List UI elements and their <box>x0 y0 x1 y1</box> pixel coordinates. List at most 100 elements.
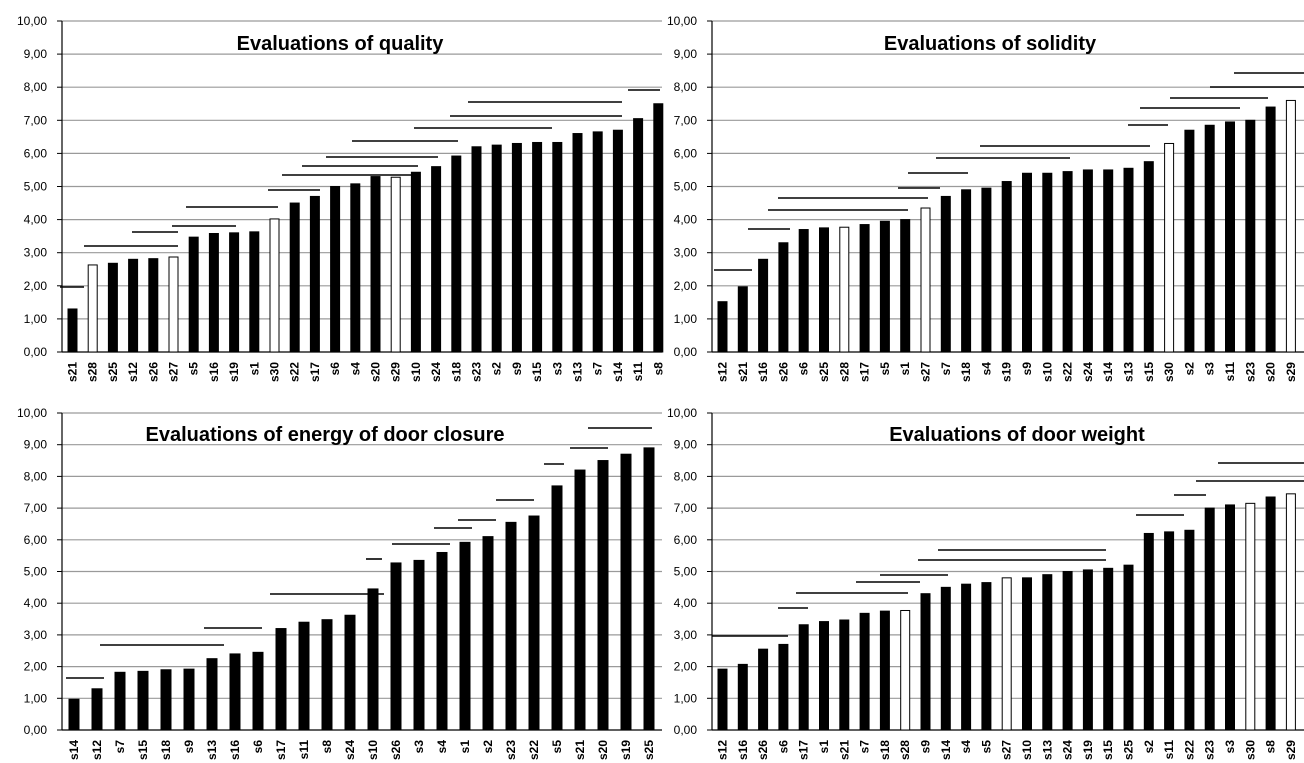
x-tick-label: s18 <box>959 362 973 382</box>
x-tick-label: s30 <box>268 362 282 382</box>
x-tick-label: s2 <box>481 740 495 754</box>
bar-s19 <box>1082 569 1093 731</box>
x-tick-label: s18 <box>159 740 173 760</box>
x-tick-label: s21 <box>573 740 587 760</box>
x-tick-label: s25 <box>1122 740 1136 760</box>
bar-s7 <box>940 195 951 353</box>
x-tick-label: s29 <box>1284 362 1298 382</box>
x-tick-label: s11 <box>1223 362 1237 382</box>
bar-s19 <box>1001 181 1012 353</box>
bar-s10 <box>1022 577 1032 731</box>
bar-s1 <box>459 541 471 731</box>
x-tick-label: s12 <box>716 740 730 760</box>
bar-s5 <box>188 236 199 353</box>
y-tick-label: 2,00 <box>674 660 698 674</box>
x-tick-label: s2 <box>490 362 504 376</box>
bar-s9 <box>920 593 931 731</box>
x-tick-label: s24 <box>1081 362 1095 382</box>
bar-s11 <box>1164 531 1175 731</box>
x-tick-label: s29 <box>1284 740 1298 760</box>
bar-s26 <box>758 648 769 731</box>
x-tick-label: s30 <box>1162 362 1176 382</box>
bar-s18 <box>451 155 462 353</box>
x-tick-label: s15 <box>1101 740 1115 760</box>
bar-s15 <box>532 141 543 353</box>
bar-s18 <box>879 610 890 731</box>
bar-s16 <box>737 663 748 731</box>
bar-s30 <box>269 218 280 353</box>
y-tick-label: 7,00 <box>674 113 698 127</box>
x-tick-label: s13 <box>571 362 585 382</box>
bar-s14 <box>1103 169 1114 353</box>
bar-s23 <box>1245 119 1256 353</box>
bar-s20 <box>1265 106 1276 353</box>
y-tick-label: 9,00 <box>674 47 698 61</box>
bar-s26 <box>778 242 789 353</box>
x-tick-label: s14 <box>67 740 81 760</box>
x-tick-label: s15 <box>136 740 150 760</box>
bar-s17 <box>798 624 809 731</box>
x-tick-label: s16 <box>756 362 770 382</box>
x-tick-label: s8 <box>651 362 665 376</box>
y-tick-label: 2,00 <box>674 279 698 293</box>
y-tick-label: 4,00 <box>24 213 48 227</box>
x-tick-label: s20 <box>596 740 610 760</box>
bar-s4 <box>350 183 361 353</box>
bar-s8 <box>321 619 333 731</box>
bar-s21 <box>839 619 850 731</box>
x-tick-label: s8 <box>1264 740 1278 754</box>
x-tick-label: s25 <box>817 362 831 382</box>
x-tick-label: s13 <box>1122 362 1136 382</box>
x-tick-label: s12 <box>716 362 730 382</box>
x-tick-label: s10 <box>1040 362 1054 382</box>
y-tick-label: 1,00 <box>674 691 698 705</box>
y-tick-label: 10,00 <box>17 14 47 28</box>
x-tick-label: s23 <box>1203 740 1217 760</box>
x-tick-label: s13 <box>205 740 219 760</box>
chart-title: Evaluations of energy of door closure <box>146 424 505 446</box>
bar-s3 <box>1225 504 1235 731</box>
x-tick-label: s22 <box>1182 740 1196 760</box>
chart-quality: 0,00 1,00 2,00 3,00 4,00 5,00 6,00 7,00 8,00 9,00… <box>17 14 665 382</box>
x-tick-label: s14 <box>611 362 625 382</box>
chart-title: Evaluations of solidity <box>884 33 1097 55</box>
bar-s15 <box>137 670 149 731</box>
x-tick-label: s6 <box>328 362 342 376</box>
x-tick-label: s7 <box>591 362 605 376</box>
bar-s4 <box>981 187 992 353</box>
bar-s21 <box>574 469 586 731</box>
y-tick-label: 8,00 <box>674 469 698 483</box>
x-tick-label: s19 <box>619 740 633 760</box>
x-tick-label: s24 <box>343 740 357 760</box>
x-tick-label: s9 <box>919 740 933 754</box>
x-tick-label: s15 <box>530 362 544 382</box>
bar-s23 <box>471 146 482 353</box>
x-tick-label: s20 <box>369 362 383 382</box>
y-tick-label: 0,00 <box>674 345 698 359</box>
x-tick-label: s30 <box>1243 740 1257 760</box>
y-tick-label: 6,00 <box>674 533 698 547</box>
bar-s24 <box>431 166 442 353</box>
x-tick-label: s18 <box>449 362 463 382</box>
bar-s2 <box>491 144 502 353</box>
x-tick-label: s23 <box>1243 362 1257 382</box>
x-tick-label: s3 <box>550 362 564 376</box>
y-tick-label: 10,00 <box>667 406 697 420</box>
x-tick-label: s22 <box>527 740 541 760</box>
bar-s30 <box>1245 502 1256 731</box>
x-tick-label: s15 <box>1142 362 1156 382</box>
bar-s29 <box>1285 493 1296 731</box>
bar-s23 <box>505 521 517 731</box>
y-tick-label: 7,00 <box>674 501 698 515</box>
bar-s25 <box>1123 564 1134 731</box>
bar-s22 <box>1062 171 1073 353</box>
bar-s6 <box>798 229 809 353</box>
bar-s17 <box>859 224 870 353</box>
bar-s22 <box>1184 529 1195 731</box>
y-tick-label: 6,00 <box>674 146 698 160</box>
bar-s8 <box>1265 496 1276 731</box>
x-tick-label: s4 <box>979 362 993 376</box>
x-tick-label: s9 <box>182 740 196 754</box>
bar-s4 <box>436 551 448 731</box>
x-tick-label: s26 <box>146 362 160 382</box>
